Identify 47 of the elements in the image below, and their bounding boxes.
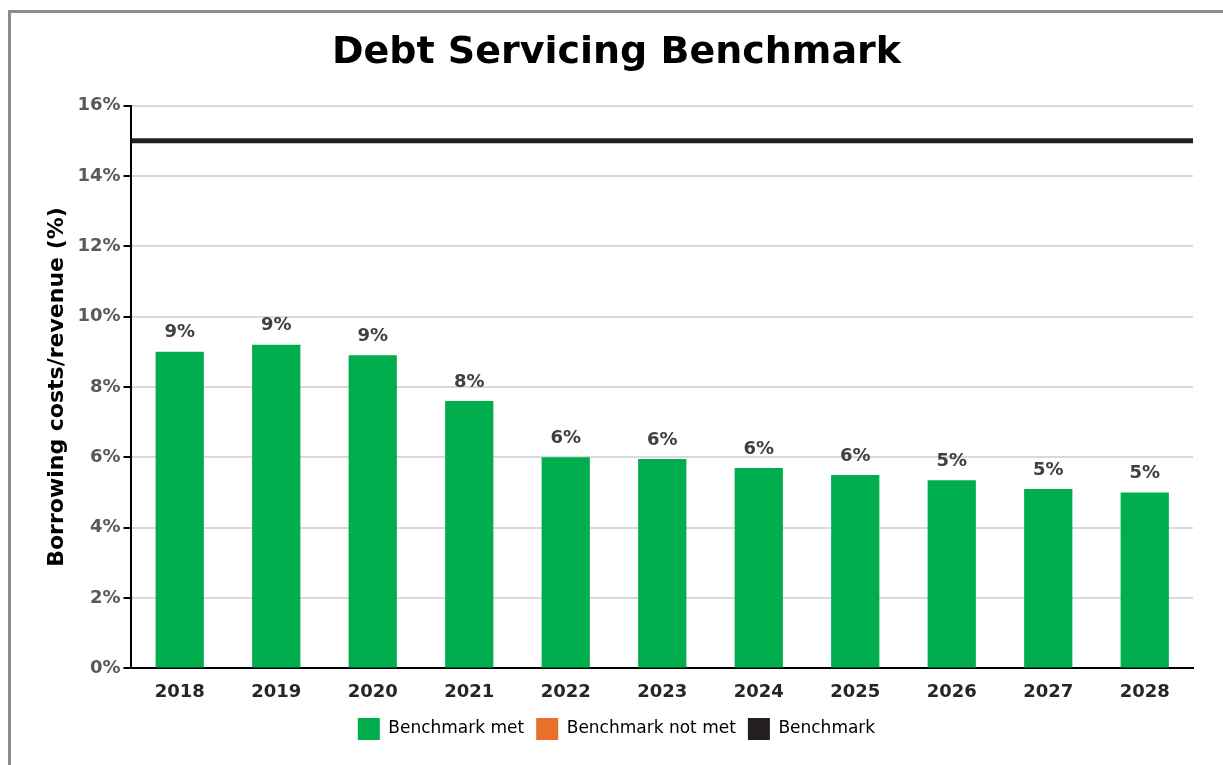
legend-label: Benchmark met — [388, 717, 525, 738]
y-axis-title: Borrowing costs/revenue (%) — [42, 207, 68, 567]
x-tick-label: 2026 — [926, 679, 977, 701]
x-tick-label: 2024 — [733, 679, 784, 701]
bar — [445, 401, 494, 668]
bar — [541, 457, 590, 668]
data-label: 9% — [164, 320, 196, 342]
data-label: 6% — [743, 436, 775, 458]
chart-title: Debt Servicing Benchmark — [331, 27, 902, 72]
data-label: 6% — [646, 427, 678, 449]
data-label: 5% — [1032, 457, 1064, 479]
bar — [1120, 492, 1169, 668]
y-tick-label: 8% — [89, 374, 121, 396]
x-tick-label: 2027 — [1023, 679, 1074, 701]
bar — [155, 351, 204, 668]
data-label: 8% — [453, 369, 485, 391]
y-tick-label: 14% — [77, 163, 121, 185]
y-tick-label: 2% — [89, 585, 121, 607]
data-label: 6% — [550, 426, 582, 448]
x-tick-label: 2023 — [637, 679, 688, 701]
data-label: 5% — [1129, 461, 1161, 483]
y-tick-label: 0% — [89, 656, 121, 678]
bar — [638, 459, 687, 668]
data-label: 9% — [260, 313, 292, 335]
y-tick-label: 10% — [77, 304, 121, 326]
x-tick-label: 2020 — [347, 679, 398, 701]
x-tick-label: 2018 — [154, 679, 205, 701]
data-label: 9% — [357, 324, 389, 346]
bar — [252, 344, 301, 668]
x-tick-label: 2022 — [540, 679, 591, 701]
x-tick-label: 2019 — [251, 679, 302, 701]
x-tick-label: 2025 — [830, 679, 881, 701]
x-tick-label: 2021 — [444, 679, 495, 701]
data-label: 6% — [839, 443, 871, 465]
bar — [734, 467, 783, 668]
legend-label: Benchmark — [778, 717, 876, 738]
y-tick-label: 6% — [89, 445, 121, 467]
data-label: 5% — [936, 448, 968, 470]
bar — [1024, 489, 1073, 668]
bar — [831, 474, 880, 668]
y-tick-label: 12% — [77, 233, 121, 255]
legend-label: Benchmark not met — [566, 717, 737, 738]
y-tick-label: 4% — [89, 515, 121, 537]
x-tick-label: 2028 — [1119, 679, 1170, 701]
y-tick-label: 16% — [77, 93, 121, 115]
bar — [348, 355, 397, 668]
bar — [927, 480, 976, 668]
